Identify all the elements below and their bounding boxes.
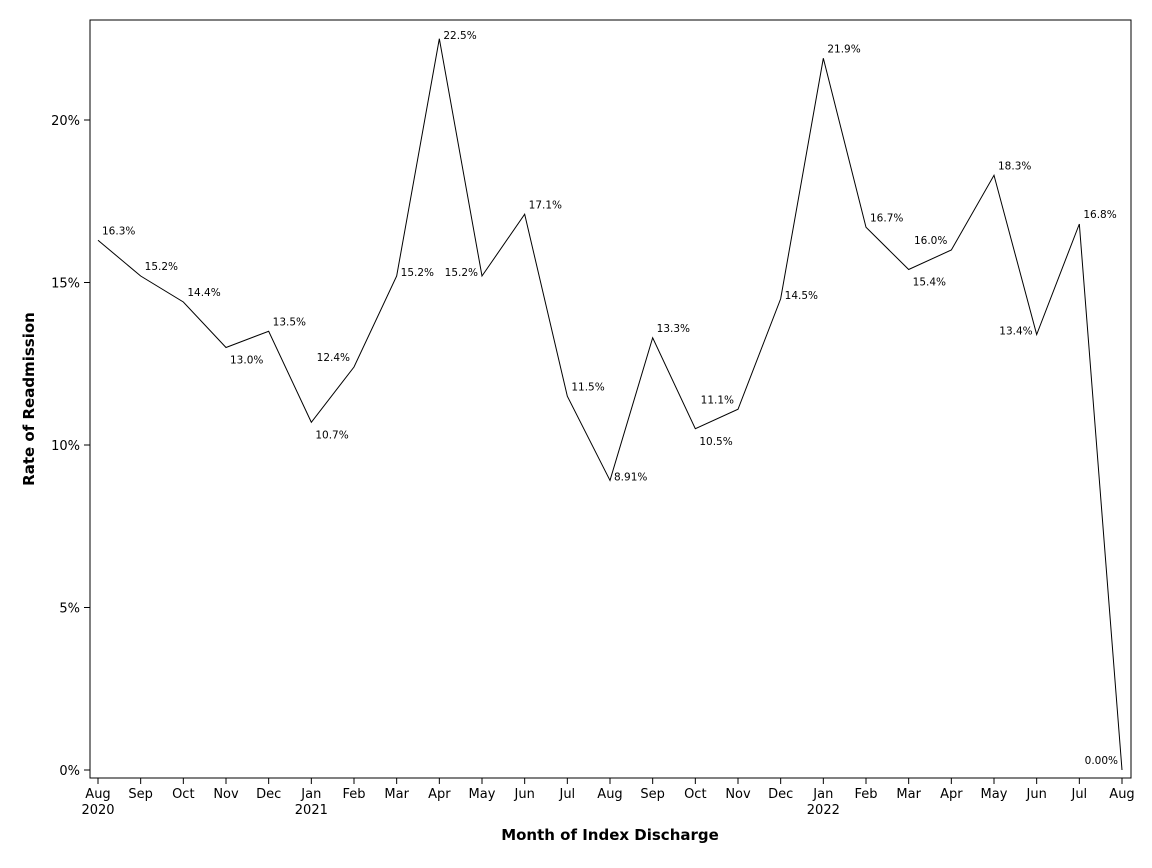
data-label: 16.7% bbox=[870, 212, 903, 224]
x-tick-label: Aug bbox=[85, 787, 110, 802]
x-tick-label: Sep bbox=[128, 787, 153, 802]
data-label: 12.4% bbox=[317, 352, 350, 364]
x-tick-label: Dec bbox=[768, 787, 793, 802]
x-axis: Aug Sep Oct Nov Dec Jan Feb Mar Apr May Jun Jul Aug S… bbox=[81, 778, 1135, 818]
readmission-rate-line bbox=[97, 38, 1123, 771]
x-tick-label: Aug bbox=[1109, 787, 1134, 802]
x-tick-label: Jan bbox=[812, 787, 833, 802]
y-tick-label: 5% bbox=[59, 602, 80, 617]
data-labels: 16.3% 15.2% 14.4% 13.0% 13.5% 10.7% 12.4% 15.2%… bbox=[102, 30, 1118, 767]
data-label: 16.0% bbox=[914, 235, 947, 247]
data-label: 13.3% bbox=[657, 323, 690, 335]
data-label: 8.91% bbox=[614, 471, 647, 483]
x-year-label: 2021 bbox=[295, 803, 328, 818]
data-label: 17.1% bbox=[529, 199, 562, 211]
y-tick-label: 20% bbox=[51, 114, 80, 129]
data-label: 13.4% bbox=[999, 326, 1032, 338]
x-tick-label: Dec bbox=[256, 787, 281, 802]
data-label: 16.3% bbox=[102, 225, 135, 237]
data-label: 15.2% bbox=[401, 267, 434, 279]
data-label: 15.2% bbox=[145, 261, 178, 273]
x-tick-label: Nov bbox=[725, 787, 751, 802]
data-label: 0.00% bbox=[1085, 755, 1118, 767]
data-label: 16.8% bbox=[1083, 209, 1116, 221]
x-tick-label: Jun bbox=[514, 787, 535, 802]
data-label: 21.9% bbox=[827, 43, 860, 55]
x-tick-label: Jun bbox=[1026, 787, 1047, 802]
data-label: 11.5% bbox=[571, 381, 604, 393]
x-tick-label: Jul bbox=[1070, 787, 1087, 802]
x-tick-label: Jan bbox=[300, 787, 321, 802]
x-tick-label: Feb bbox=[342, 787, 365, 802]
x-tick-label: Apr bbox=[940, 787, 963, 802]
x-tick-label: May bbox=[469, 787, 496, 802]
y-tick-label: 10% bbox=[51, 439, 80, 454]
x-axis-title: Month of Index Discharge bbox=[501, 826, 719, 844]
y-axis-title: Rate of Readmission bbox=[20, 312, 38, 486]
x-tick-label: Jul bbox=[558, 787, 575, 802]
x-year-label: 2020 bbox=[81, 803, 114, 818]
x-tick-label: Oct bbox=[684, 787, 706, 802]
data-label: 13.5% bbox=[273, 316, 306, 328]
x-tick-label: Apr bbox=[428, 787, 451, 802]
data-label: 11.1% bbox=[701, 394, 734, 406]
x-tick-label: Mar bbox=[896, 787, 921, 802]
data-label: 15.4% bbox=[913, 277, 946, 289]
data-label: 13.0% bbox=[230, 355, 263, 367]
x-tick-label: Aug bbox=[597, 787, 622, 802]
x-tick-label: Oct bbox=[172, 787, 194, 802]
x-tick-label: Sep bbox=[640, 787, 665, 802]
data-label: 10.7% bbox=[315, 429, 348, 441]
data-label: 22.5% bbox=[443, 30, 476, 42]
data-label: 10.5% bbox=[699, 436, 732, 448]
x-tick-label: Nov bbox=[213, 787, 239, 802]
plot-frame bbox=[89, 19, 1132, 779]
y-tick-label: 0% bbox=[59, 764, 80, 779]
x-tick-label: Mar bbox=[384, 787, 409, 802]
x-year-label: 2022 bbox=[807, 803, 840, 818]
data-label: 18.3% bbox=[998, 160, 1031, 172]
y-tick-label: 15% bbox=[51, 277, 80, 292]
data-label: 14.4% bbox=[187, 287, 220, 299]
data-label: 14.5% bbox=[785, 290, 818, 302]
x-tick-label: Feb bbox=[854, 787, 877, 802]
x-tick-label: May bbox=[981, 787, 1008, 802]
data-label: 15.2% bbox=[445, 267, 478, 279]
y-axis: 0% 5% 10% 15% 20% bbox=[51, 114, 90, 779]
